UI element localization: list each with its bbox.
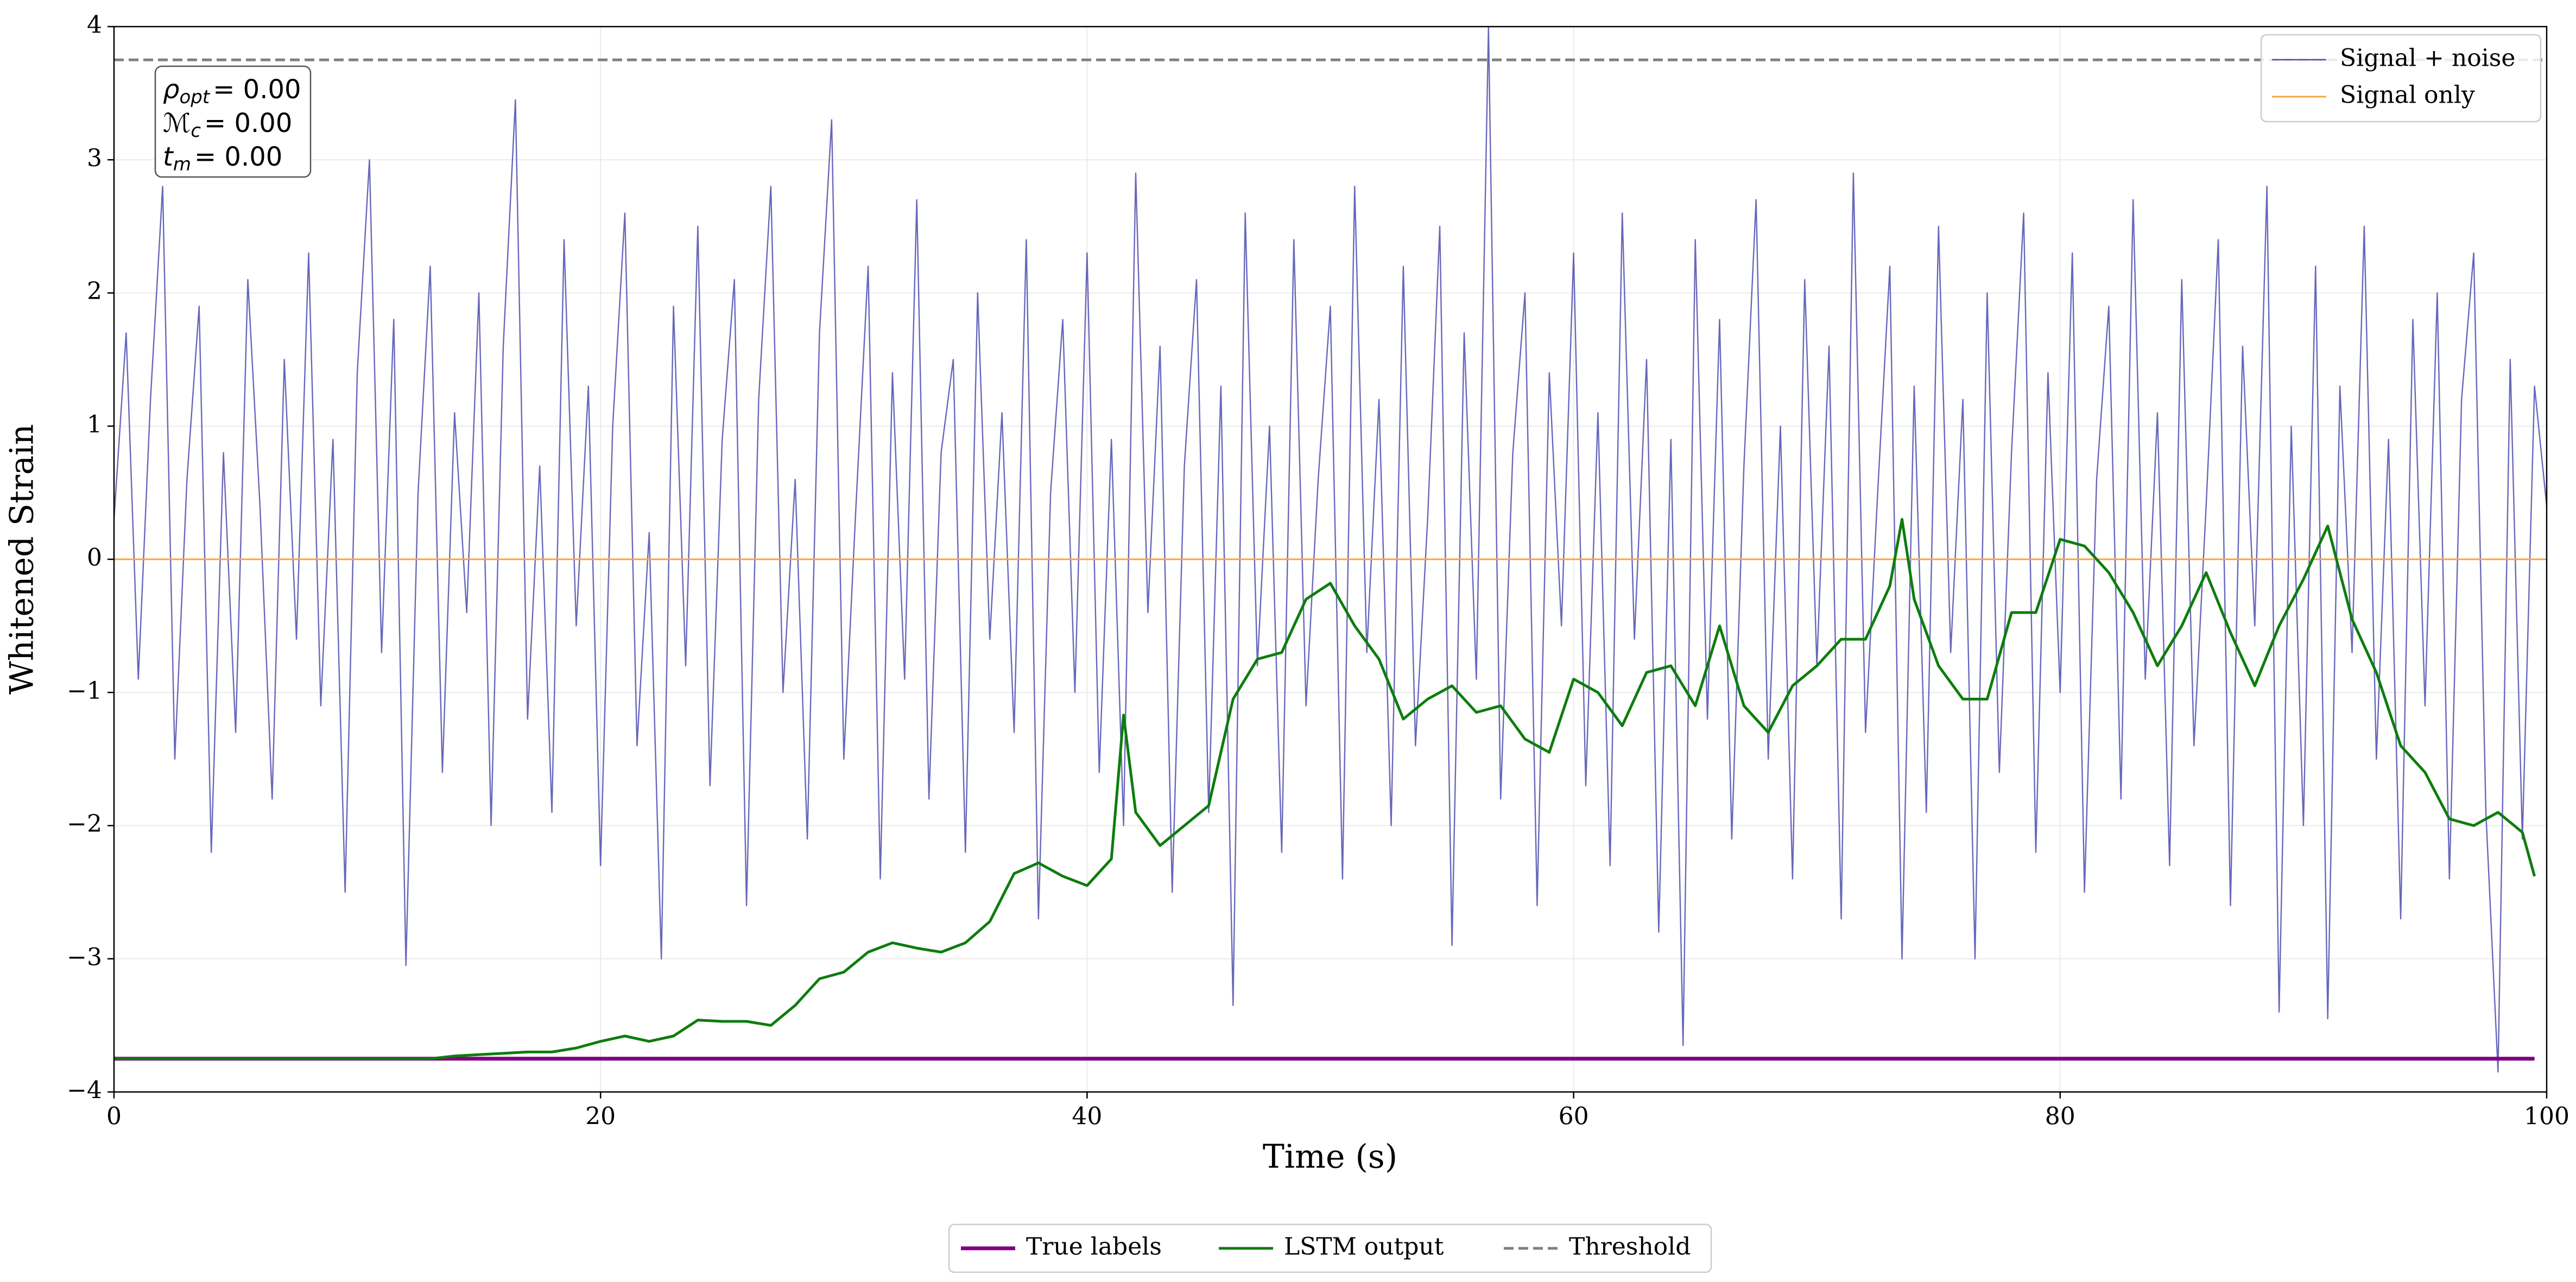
legend-box [948,1223,1712,1273]
annotation-value: = 0.00 [194,142,282,172]
series-line [114,27,2547,1073]
annotation-text: ℳc = 0.00 [163,108,292,142]
y-tick-label: −3 [67,943,102,971]
annotation-symbol: ℳ [163,108,191,138]
annotation-text: ρopt = 0.00 [163,74,301,108]
x-tick-label: 80 [2045,1103,2075,1131]
legend-label: Threshold [1569,1233,1691,1261]
annotation-box [154,65,312,178]
x-tick-label: 40 [1072,1103,1102,1131]
plot-frame [113,26,2548,1093]
legend-label: True labels [1026,1233,1162,1261]
y-tick-label: −2 [67,810,102,838]
legend-label: Signal only [2340,81,2475,109]
x-axis-label: Time (s) [1263,1138,1397,1176]
x-tick-label: 0 [106,1103,122,1131]
annotation-sub: opt [179,86,210,108]
series-line [114,517,2536,1060]
annotation-symbol: ρ [163,74,179,105]
y-tick-label: 3 [87,144,102,172]
x-tick-label: 60 [1559,1103,1589,1131]
annotation-symbol: t [163,142,174,172]
annotation-sub: c [191,120,201,142]
y-tick-label: −1 [67,677,102,705]
annotation-value: = 0.00 [213,74,301,105]
y-tick-label: 0 [87,544,102,572]
annotation-sub: m [173,154,191,175]
y-axis-label: Whitened Strain [3,424,41,694]
legend-label: LSTM output [1284,1233,1444,1261]
y-tick-label: 2 [87,277,102,305]
annotation-value: = 0.00 [204,108,292,138]
x-tick-label: 20 [585,1103,616,1131]
y-tick-label: 4 [87,11,102,39]
y-tick-label: 1 [87,411,102,438]
annotation-text: tm = 0.00 [163,142,282,175]
y-tick-label: −4 [67,1077,102,1104]
legend-box [2260,34,2542,123]
legend-label: Signal + noise [2340,45,2515,72]
x-tick-label: 100 [2524,1103,2569,1131]
